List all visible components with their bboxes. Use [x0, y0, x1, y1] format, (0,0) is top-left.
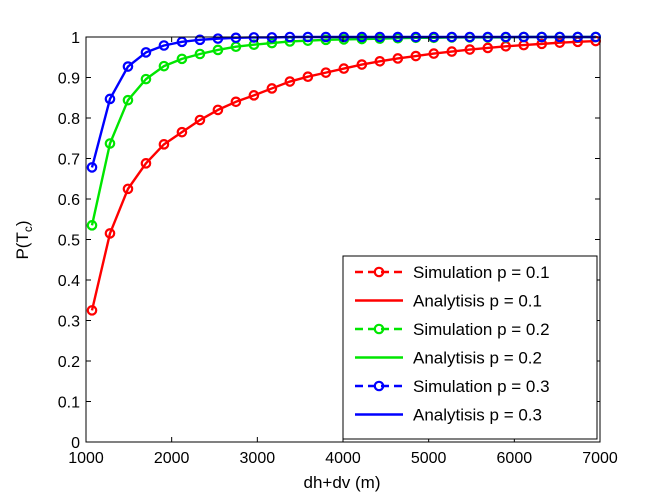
- simulation-marker: [140, 47, 152, 58]
- x-tick-label: 2000: [154, 450, 190, 467]
- legend-simulation-label: Simulation p = 0.3: [413, 377, 550, 396]
- simulation-marker: [104, 228, 116, 239]
- x-axis-title: dh+dv (m): [304, 473, 381, 492]
- simulation-marker: [392, 53, 404, 64]
- y-tick-label: 0.9: [58, 71, 80, 88]
- simulation-marker: [428, 48, 440, 59]
- y-tick-label: 0.2: [58, 354, 80, 371]
- y-tick-label: 0.4: [58, 273, 80, 290]
- simulation-marker: [140, 158, 152, 169]
- x-tick-label: 5000: [411, 450, 447, 467]
- y-axis-title-main: P(T: [13, 232, 32, 259]
- simulation-marker: [320, 67, 332, 78]
- simulation-marker: [122, 183, 134, 195]
- y-tick-label: 0.8: [58, 111, 80, 128]
- legend-analysis-label: Analytisis p = 0.1: [413, 292, 542, 311]
- simulation-marker: [176, 126, 188, 138]
- simulation-marker: [284, 76, 296, 87]
- y-axis-title-close: ): [13, 220, 32, 226]
- simulation-marker: [230, 96, 242, 108]
- simulation-marker: [122, 61, 134, 72]
- y-axis-title: P(Tc): [13, 220, 35, 259]
- legend-analysis-label: Analytisis p = 0.2: [413, 349, 542, 368]
- legend-simulation-marker: [373, 323, 385, 335]
- simulation-marker: [176, 36, 188, 48]
- simulation-marker: [158, 40, 170, 51]
- legend-simulation-marker: [373, 266, 385, 278]
- simulation-marker: [464, 44, 476, 55]
- y-tick-label: 1: [71, 30, 80, 47]
- simulation-marker: [482, 42, 494, 54]
- x-tick-label: 3000: [240, 450, 276, 467]
- legend-analysis-label: Analytisis p = 0.3: [413, 406, 542, 425]
- simulation-marker: [554, 37, 566, 48]
- y-tick-label: 0: [71, 435, 80, 452]
- x-tick-label: 1000: [68, 450, 104, 467]
- simulation-marker: [194, 48, 206, 60]
- legend-simulation-marker: [373, 380, 385, 392]
- simulation-marker: [176, 53, 188, 65]
- simulation-marker: [86, 305, 98, 316]
- analysis-line-1: [90, 39, 596, 311]
- simulation-marker: [212, 104, 224, 116]
- x-tick-label: 4000: [325, 450, 361, 467]
- simulation-marker: [158, 139, 170, 150]
- simulation-marker: [410, 50, 422, 62]
- y-tick-label: 0.1: [58, 395, 80, 412]
- simulation-marker: [194, 34, 206, 46]
- simulation-marker: [338, 63, 350, 74]
- legend-simulation-label: Simulation p = 0.1: [413, 263, 550, 282]
- simulation-marker: [194, 114, 206, 126]
- simulation-marker: [356, 59, 368, 70]
- simulation-marker: [248, 90, 260, 101]
- legend: Simulation p = 0.1 Analytisis p = 0.1 Simu…: [342, 255, 598, 440]
- y-tick-label: 0.5: [58, 233, 80, 250]
- simulation-marker: [104, 93, 116, 105]
- legend-box: [342, 255, 598, 440]
- y-tick-label: 0.6: [58, 192, 80, 209]
- simulation-marker: [104, 138, 116, 149]
- simulation-marker: [248, 39, 260, 50]
- y-axis-title-subscript: c: [21, 226, 35, 232]
- x-tick-label: 7000: [582, 450, 618, 467]
- simulation-marker: [158, 60, 170, 72]
- simulation-marker: [536, 38, 548, 50]
- y-tick-label: 0.7: [58, 152, 80, 169]
- simulation-marker: [374, 55, 386, 67]
- simulation-marker: [212, 33, 224, 44]
- simulation-marker: [266, 83, 278, 94]
- simulation-marker: [230, 32, 242, 44]
- simulation-marker: [212, 44, 224, 56]
- simulation-marker: [140, 73, 152, 85]
- simulation-marker: [302, 71, 314, 82]
- simulation-marker: [86, 220, 98, 231]
- simulation-marker: [266, 37, 278, 49]
- simulation-marker: [86, 162, 98, 173]
- y-tick-label: 0.3: [58, 314, 80, 331]
- simulation-marker: [122, 94, 134, 106]
- simulation-marker: [446, 46, 458, 57]
- legend-simulation-label: Simulation p = 0.2: [413, 320, 550, 339]
- x-tick-label: 6000: [497, 450, 533, 467]
- series-1: [86, 35, 602, 316]
